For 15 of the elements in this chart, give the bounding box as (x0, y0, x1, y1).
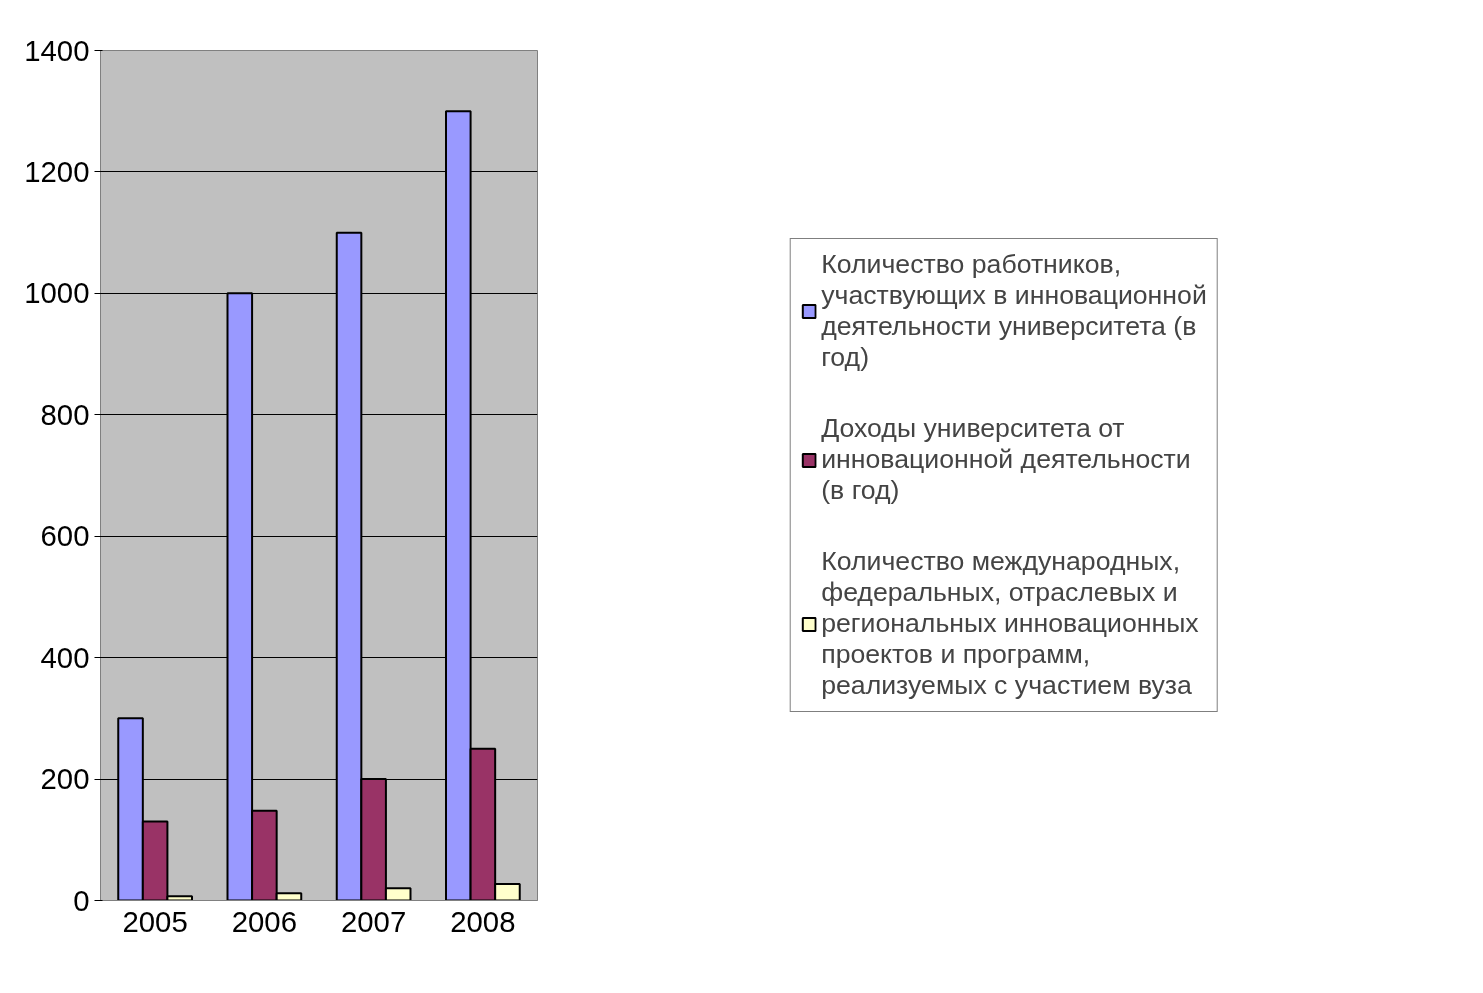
y-tick-label: 1000 (24, 276, 90, 310)
x-tick-label: 2007 (341, 904, 407, 938)
y-tick-label: 800 (40, 397, 90, 431)
legend-label: Количество работников, участвующих в инновационной деятельности университета (в год) (821, 249, 1207, 373)
y-tick-label: 1400 (24, 33, 90, 67)
y-tick-label: 600 (40, 519, 90, 553)
y-tick-label: 0 (73, 883, 90, 917)
legend-label: Количество международных, федеральных, отраслевых и региональных инновационных проектов и программ, реализуемых с участием вуза (821, 546, 1199, 701)
x-tick-label: 2006 (231, 904, 297, 938)
x-tick-label: 2005 (122, 904, 188, 938)
legend-label: Доходы университета от инновационной деятельности (в год) (821, 413, 1191, 506)
y-tick-label: 400 (40, 640, 90, 674)
y-tick-label: 1200 (24, 154, 90, 188)
x-tick-label: 2008 (450, 904, 516, 938)
y-tick-label: 200 (40, 762, 90, 796)
